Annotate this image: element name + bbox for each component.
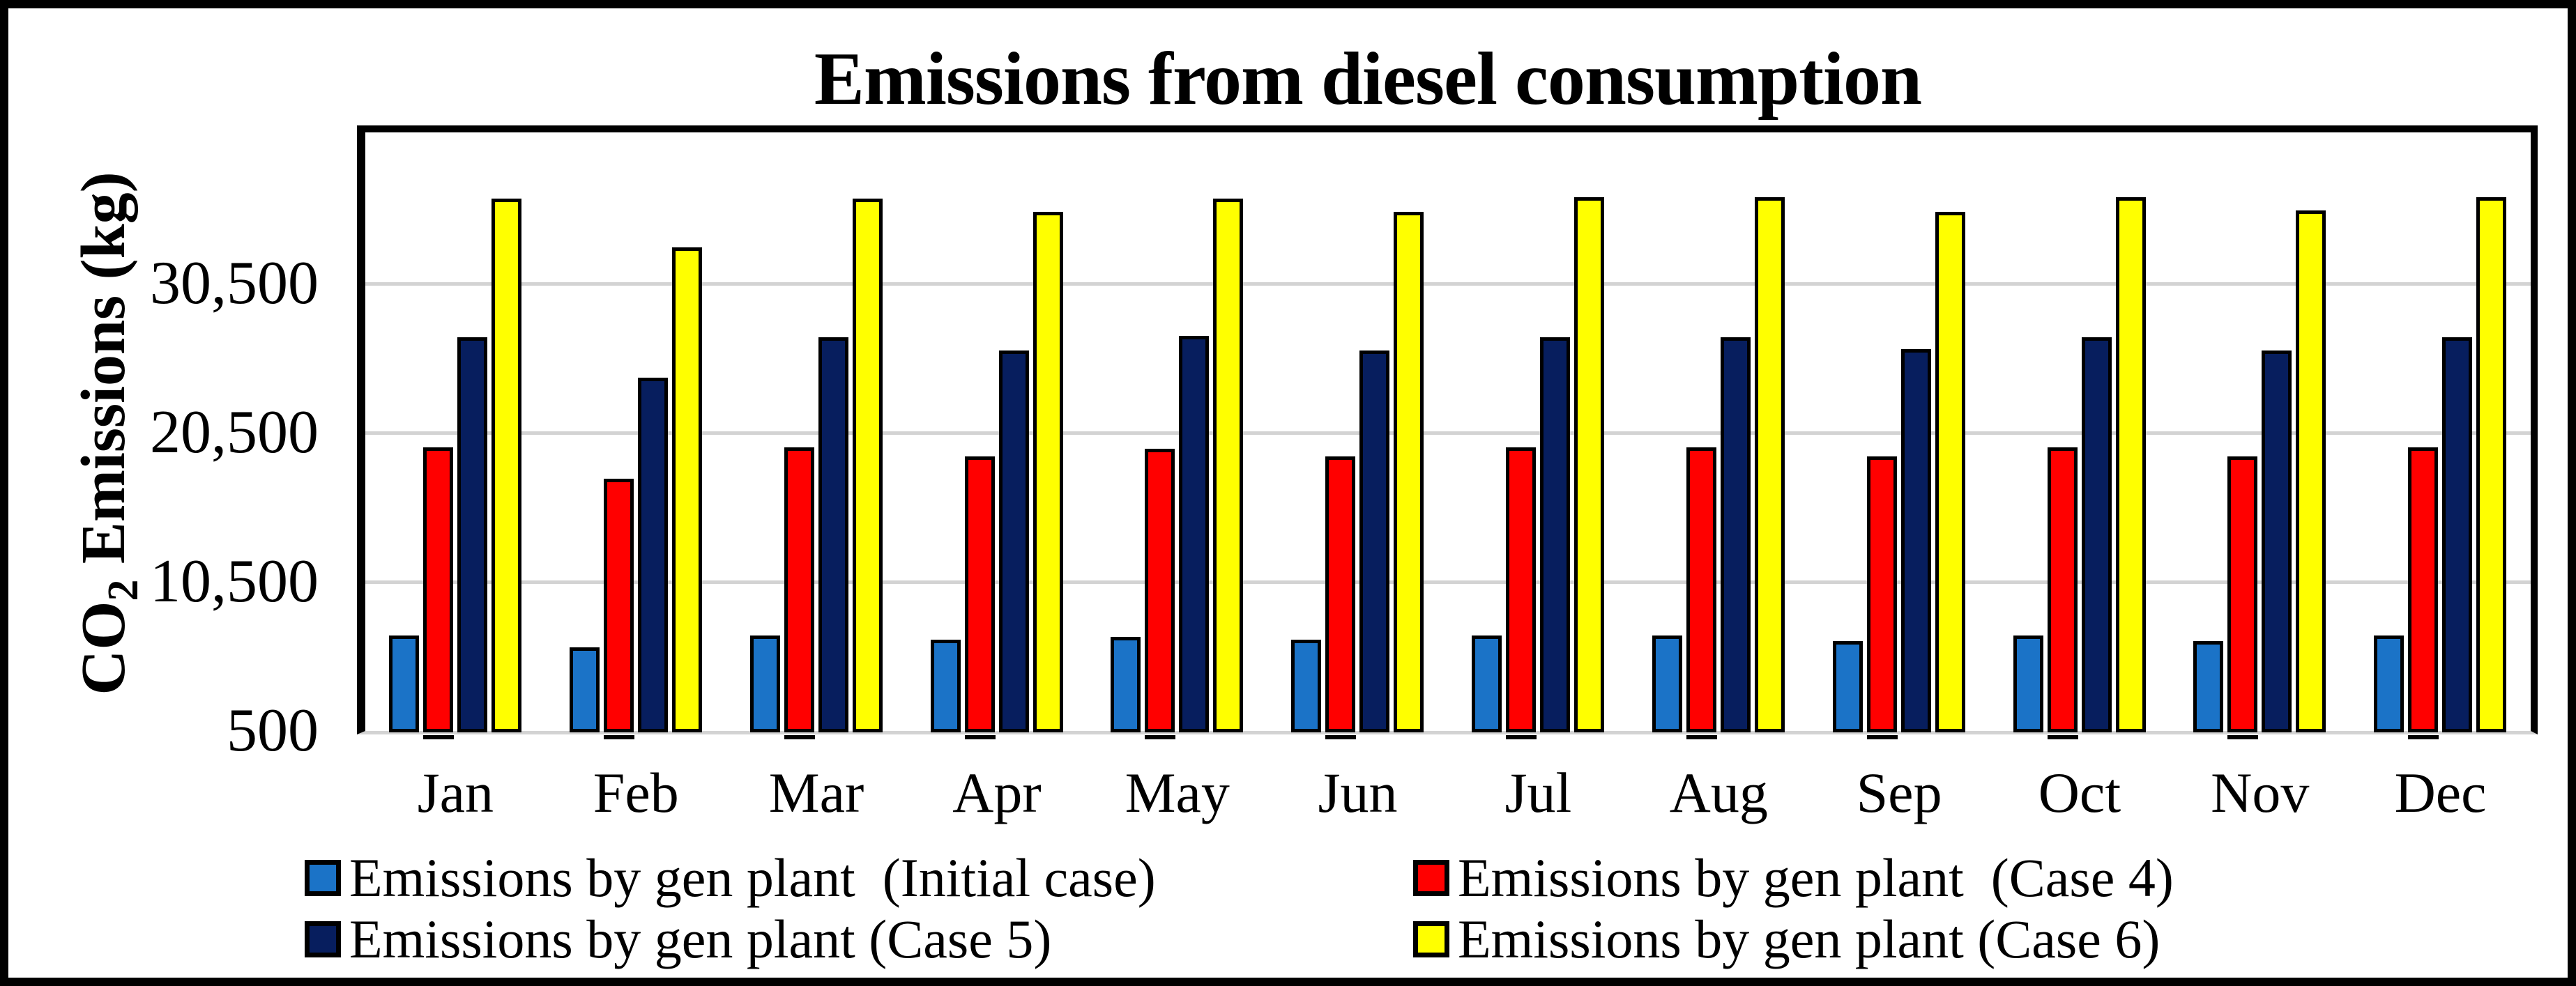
bar-apr-series2 [965, 456, 995, 732]
x-axis-label-may: May [1125, 761, 1230, 824]
bar-dec-series4 [2476, 197, 2506, 732]
x-axis-label-aug: Aug [1669, 761, 1768, 824]
bar-apr-series3 [999, 351, 1029, 732]
bar-sep-series2 [1867, 456, 1897, 732]
legend-swatch-series3 [305, 921, 341, 957]
bar-may-series1 [1111, 637, 1141, 732]
bar-jun-series2 [1325, 456, 1355, 732]
x-axis-label-jan: Jan [417, 761, 494, 824]
bar-mar-series2 [784, 447, 814, 732]
bar-nov-series3 [2262, 351, 2292, 732]
bar-apr-series1 [931, 640, 961, 732]
bar-oct-series2 [2048, 447, 2078, 732]
bar-aug-series3 [1721, 337, 1751, 732]
x-axis-tick-jun [1325, 735, 1356, 739]
bar-aug-series4 [1755, 197, 1785, 732]
legend-item-series2: Emissions by gen plant (Case 4) [1413, 851, 2174, 905]
bar-oct-series4 [2116, 197, 2146, 732]
bar-sep-series4 [1935, 212, 1965, 732]
bar-oct-series3 [2082, 337, 2112, 732]
bar-jan-series1 [389, 635, 419, 732]
bar-nov-series1 [2193, 641, 2223, 732]
bar-oct-series1 [2013, 635, 2043, 732]
bar-jun-series3 [1359, 351, 1389, 732]
y-tick-label-10500: 10,500 [150, 548, 319, 615]
x-axis-label-mar: Mar [768, 761, 864, 824]
legend-item-series3: Emissions by gen plant (Case 5) [305, 912, 1051, 966]
legend-swatch-series2 [1413, 860, 1449, 896]
y-tick-label-20500: 20,500 [150, 399, 319, 466]
bar-dec-series2 [2408, 447, 2438, 732]
x-axis-label-dec: Dec [2394, 761, 2487, 824]
bar-feb-series2 [604, 479, 634, 732]
x-axis-tick-sep [1867, 735, 1898, 739]
bar-feb-series3 [638, 378, 668, 732]
legend-item-series1: Emissions by gen plant (Initial case) [305, 851, 1156, 905]
x-axis-label-nov: Nov [2211, 761, 2310, 824]
bar-may-series2 [1145, 449, 1175, 732]
bar-jan-series2 [423, 447, 453, 732]
bar-aug-series2 [1686, 447, 1716, 732]
legend-swatch-series4 [1413, 921, 1449, 957]
x-axis-label-jun: Jun [1318, 761, 1398, 824]
bar-dec-series1 [2374, 635, 2404, 732]
x-axis-label-apr: Apr [952, 761, 1042, 824]
bar-may-series4 [1213, 199, 1243, 732]
y-tick-label-30500: 30,500 [150, 249, 319, 317]
bar-jul-series3 [1540, 337, 1570, 732]
plot-area-border [357, 125, 2538, 734]
x-axis-label-jul: Jul [1504, 761, 1572, 824]
y-axis-title-pre: CO [69, 601, 138, 695]
bar-mar-series1 [750, 635, 780, 732]
bar-jun-series4 [1394, 212, 1424, 732]
y-axis-title-post: Emissions (kg) [69, 171, 138, 580]
legend-label-series1: Emissions by gen plant (Initial case) [349, 847, 1156, 908]
bar-dec-series3 [2442, 337, 2472, 732]
bar-jul-series1 [1472, 635, 1502, 732]
x-axis-tick-feb [604, 735, 634, 739]
x-axis-tick-nov [2227, 735, 2258, 739]
x-axis-tick-apr [965, 735, 996, 739]
chart-title: Emissions from diesel consumption [814, 38, 1922, 121]
x-axis-label-feb: Feb [593, 761, 679, 824]
bar-feb-series1 [570, 647, 600, 732]
bar-mar-series3 [818, 337, 848, 732]
gridline-30500 [365, 282, 2531, 286]
gridline-20500 [365, 431, 2531, 435]
legend-label-series2: Emissions by gen plant (Case 4) [1458, 847, 2174, 908]
bar-nov-series4 [2296, 210, 2326, 732]
bar-nov-series2 [2227, 456, 2257, 732]
gridline-10500 [365, 580, 2531, 584]
x-axis-tick-mar [784, 735, 815, 739]
x-axis-label-sep: Sep [1856, 761, 1942, 824]
y-tick-label-500: 500 [227, 697, 319, 764]
x-axis-tick-jan [423, 735, 454, 739]
bar-jun-series1 [1291, 640, 1321, 732]
legend-label-series4: Emissions by gen plant (Case 6) [1458, 909, 2160, 969]
bar-jul-series4 [1574, 197, 1604, 732]
x-axis-label-oct: Oct [2038, 761, 2121, 824]
legend-swatch-series1 [305, 860, 341, 896]
bar-jan-series4 [491, 199, 521, 732]
legend-label-series3: Emissions by gen plant (Case 5) [349, 909, 1052, 969]
bar-may-series3 [1179, 336, 1209, 732]
legend-item-series4: Emissions by gen plant (Case 6) [1413, 912, 2160, 966]
bar-jan-series3 [457, 337, 487, 732]
bar-feb-series4 [672, 247, 702, 732]
x-axis-tick-dec [2408, 735, 2439, 739]
bar-sep-series3 [1901, 349, 1931, 732]
x-axis-tick-oct [2048, 735, 2078, 739]
bar-sep-series1 [1833, 641, 1863, 732]
x-axis-tick-aug [1686, 735, 1717, 739]
x-axis-tick-may [1145, 735, 1175, 739]
x-axis-tick-jul [1506, 735, 1537, 739]
bar-jul-series2 [1506, 447, 1536, 732]
bar-apr-series4 [1033, 212, 1063, 732]
bar-mar-series4 [853, 199, 883, 732]
bar-aug-series1 [1652, 635, 1682, 732]
